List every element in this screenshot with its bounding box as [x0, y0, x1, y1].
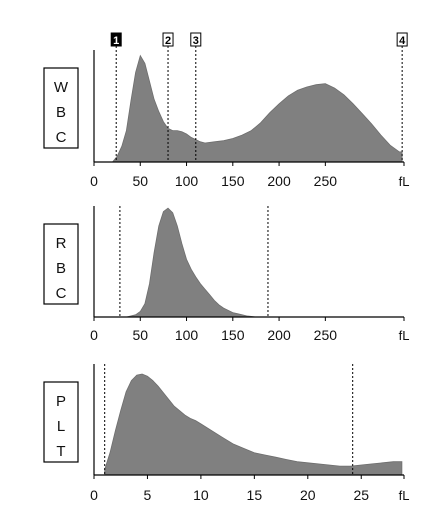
particle-label-box	[43, 223, 79, 305]
x-tick-label: 150	[221, 327, 245, 343]
particle-label-box	[43, 67, 79, 149]
discriminator-marker-label: 4	[399, 35, 406, 47]
discriminator-marker-box	[396, 32, 408, 47]
x-tick-label: 5	[144, 487, 152, 503]
x-tick-label: 25	[353, 487, 369, 503]
x-tick-label: 100	[175, 173, 199, 189]
plt-histogram: PLT 0 5 10 15 20 25 fL	[43, 364, 410, 503]
x-tick-label: 0	[90, 173, 98, 189]
x-unit-label: fL	[399, 488, 410, 503]
x-tick-label: 50	[132, 327, 148, 343]
particle-label-letter: W	[54, 79, 69, 96]
histogram-area	[104, 373, 403, 476]
histogram-area	[111, 54, 403, 163]
particle-label-letter: C	[56, 129, 67, 146]
x-tick-label: 10	[193, 487, 209, 503]
rbc-histogram: RBC 0 50 100 150 200 250 fL	[43, 206, 410, 343]
x-tick-label: 0	[90, 327, 98, 343]
x-tick-label: 150	[221, 173, 245, 189]
x-tick-label: 200	[267, 173, 291, 189]
x-tick-label: 250	[314, 173, 338, 189]
discriminator-marker-box	[162, 32, 174, 47]
x-tick-label: 15	[247, 487, 263, 503]
particle-label-letter: T	[56, 443, 65, 460]
particle-label-letter: C	[56, 285, 67, 302]
discriminator-marker-box	[110, 32, 122, 47]
particle-label-letter: L	[57, 418, 65, 435]
discriminator-marker-label: 1	[113, 35, 119, 47]
particle-label-letter: P	[56, 393, 66, 410]
histogram-area	[121, 207, 256, 318]
wbc-histogram: WBC 0 50 100 150 200 250 fL 1 2 3 4	[43, 32, 410, 189]
x-unit-label: fL	[399, 328, 410, 343]
x-tick-label: 50	[132, 173, 148, 189]
x-tick-label: 100	[175, 327, 199, 343]
x-unit-label: fL	[399, 174, 410, 189]
discriminator-marker-label: 2	[165, 35, 171, 47]
x-tick-label: 0	[90, 487, 98, 503]
particle-label-letter: B	[56, 260, 66, 277]
x-tick-label: 200	[267, 327, 291, 343]
discriminator-marker-label: 3	[193, 35, 199, 47]
x-tick-label: 250	[314, 327, 338, 343]
discriminator-marker-box	[190, 32, 202, 47]
particle-label-letter: R	[56, 235, 67, 252]
x-tick-label: 20	[300, 487, 316, 503]
particle-label-box	[43, 381, 79, 463]
particle-label-letter: B	[56, 104, 66, 121]
